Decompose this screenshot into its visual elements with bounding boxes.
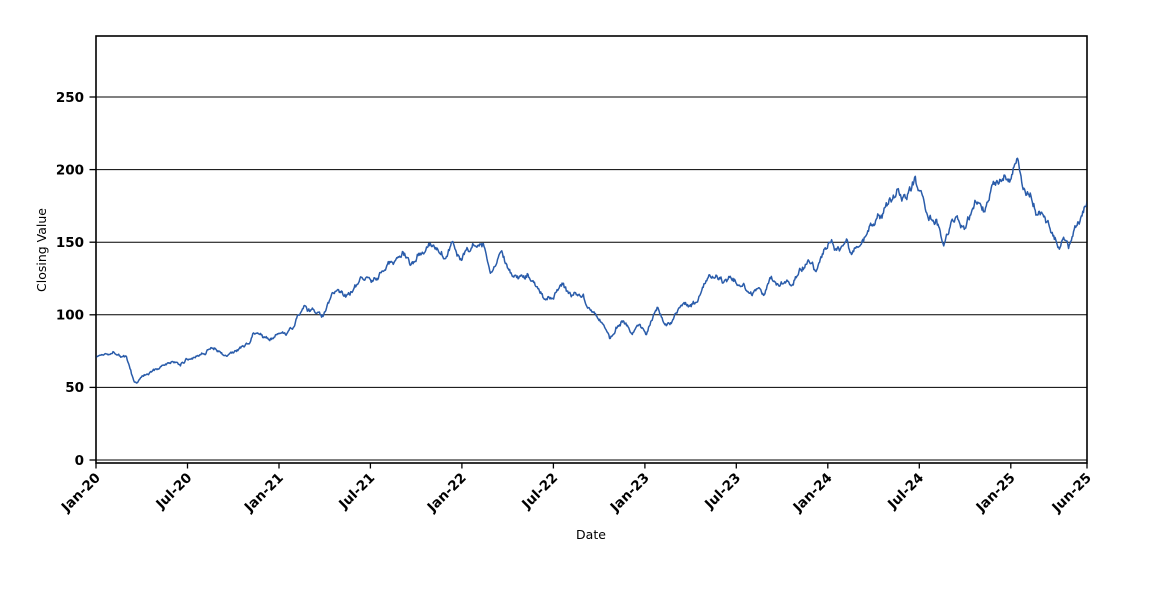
- x-tick-label: Jan-21: [241, 470, 287, 516]
- y-tick-label: 0: [75, 453, 84, 469]
- y-tick-label: 200: [56, 162, 84, 178]
- y-tick-label: 50: [65, 380, 84, 396]
- x-axis-title: Date: [576, 527, 606, 542]
- x-tick-label: Jan-22: [424, 470, 470, 516]
- y-tick-labels: 0 50 100 150 200 250: [56, 90, 84, 469]
- x-tick-label: Jun-25: [1048, 470, 1094, 516]
- y-tick-label: 250: [56, 90, 84, 106]
- x-tick-label: Jul-20: [152, 470, 195, 513]
- x-tick-labels: Jan-20 Jul-20 Jan-21 Jul-21 Jan-22 Jul-22 Jan-…: [58, 470, 1095, 516]
- y-axis-title: Closing Value: [34, 208, 49, 292]
- y-tick-label: 100: [56, 308, 84, 324]
- y-tick-label: 150: [56, 235, 84, 251]
- axis-tick-marks: [89, 96, 1088, 469]
- x-tick-label: Jul-21: [335, 470, 378, 513]
- gridlines: [96, 96, 1087, 461]
- plot-border: [95, 35, 1088, 464]
- x-tick-label: Jul-23: [701, 470, 744, 513]
- closing-value-series-line: [96, 157, 1087, 384]
- x-tick-label: Jul-22: [518, 470, 561, 513]
- x-tick-label: Jan-24: [790, 470, 836, 516]
- x-tick-label: Jul-24: [884, 470, 927, 513]
- x-tick-label: Jan-20: [58, 470, 104, 516]
- x-tick-label: Jan-23: [607, 470, 653, 516]
- x-tick-label: Jan-25: [973, 470, 1019, 516]
